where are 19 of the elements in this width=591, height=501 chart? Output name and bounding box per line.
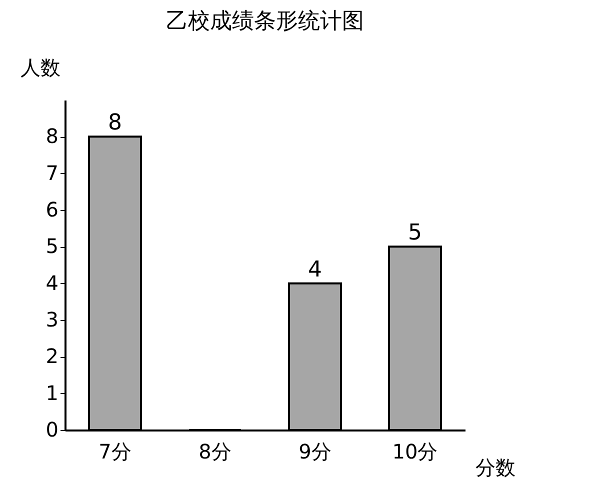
x-axis-title: 分数: [476, 456, 516, 480]
chart-title: 乙校成绩条形统计图: [166, 9, 364, 34]
y-tick-label: 8: [46, 124, 58, 148]
data-label: 5: [408, 220, 422, 246]
data-label: 4: [308, 257, 322, 282]
y-tick-label: 4: [46, 270, 58, 295]
y-tick-label: 3: [46, 308, 58, 332]
y-tick-label: 5: [46, 234, 58, 258]
x-tick-label: 9分: [298, 440, 332, 464]
y-tick-label: 6: [46, 198, 58, 222]
y-axis-title: 人数: [20, 56, 60, 80]
y-tick-label: 7: [46, 160, 58, 185]
x-tick-label: 8分: [198, 440, 232, 464]
y-tick-label: 1: [46, 380, 58, 405]
y-tick-label: 2: [46, 344, 58, 368]
y-tick-label: 0: [46, 418, 58, 442]
data-label: 8: [108, 110, 122, 136]
x-tick-label: 10分: [392, 440, 438, 464]
x-tick-label: 7分: [98, 440, 132, 464]
